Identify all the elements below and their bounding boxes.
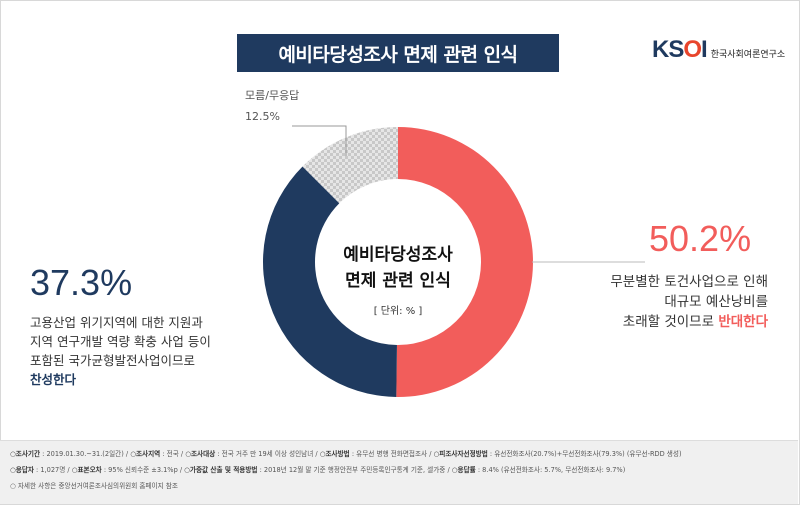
dontknow-value: 12.5%: [245, 110, 280, 123]
oppose-slice: [396, 127, 533, 397]
footer-key: ○피조사자선정방법: [433, 450, 488, 458]
footer-value: : 95% 신뢰수준 ±3.1%p /: [101, 466, 185, 474]
footer-value: : 전국 거주 만 19세 이상 성인남녀 /: [215, 450, 320, 458]
unit-label: [ 단위: % ]: [374, 304, 423, 317]
support-desc-emphasis: 찬성한다: [30, 372, 77, 387]
logo-text: 한국사회여론연구소: [710, 49, 786, 60]
support-desc-line1: 고용산업 위기지역에 대한 지원과: [30, 315, 203, 330]
center-title-line1: 예비타당성조사: [343, 245, 453, 265]
footer-key: ○조사방법: [319, 450, 350, 458]
logo-mark: KSOI: [652, 36, 708, 63]
footer-row-3: ○ 자세한 사항은 중앙선거여론조사심의위원회 홈페이지 참조: [10, 482, 178, 490]
footer-row-2: ○응답자 : 1,027명 / ○표본오차 : 95% 신뢰수준 ±3.1%p …: [10, 464, 625, 474]
oppose-desc-line1: 무분별한 토건사업으로 인해: [610, 274, 768, 290]
dontknow-slice: [302, 127, 398, 204]
oppose-desc-line2: 대규모 예산낭비를: [664, 294, 768, 310]
footer-key: ○조사대상: [185, 450, 216, 458]
footer-key: ○조사지역: [130, 450, 161, 458]
footer-value: : 전국 /: [160, 450, 186, 458]
footer-value: : 유선전화조사(20.7%)+무선전화조사(79.3%) (유무선-RDD 생…: [487, 450, 682, 458]
callout-leader-line: [292, 125, 347, 156]
support-percent: 37.3%: [30, 262, 133, 303]
footer-row-1: ○조사기간 : 2019.01.30.~31.(2일간) / ○조사지역 : 전…: [10, 448, 682, 458]
ksoi-logo: KSOI 한국사회여론연구소: [652, 36, 785, 64]
footer-key: ○응답률: [451, 466, 476, 474]
footer-value: : 1,027명 /: [33, 466, 72, 474]
oppose-desc-line3-text: 초래할 것이므로: [622, 314, 719, 330]
footer-value: : 2019.01.30.~31.(2일간) /: [40, 450, 131, 458]
footer-value: : 8.4% (유선전화조사: 5.7%, 무선전화조사: 9.7%): [475, 466, 626, 474]
footer-key: ○조사기간: [10, 450, 41, 458]
dontknow-label: 모름/무응답: [245, 89, 300, 102]
footer-value: : 유무선 병행 전화면접조사 /: [349, 450, 434, 458]
support-slice: [262, 166, 397, 397]
support-description: 고용산업 위기지역에 대한 지원과 지역 연구개발 역량 확충 사업 등이 포함…: [30, 313, 280, 389]
oppose-desc-line3: 초래할 것이므로 반대한다: [528, 312, 768, 332]
oppose-description: 무분별한 토건사업으로 인해 대규모 예산낭비를 초래할 것이므로 반대한다: [528, 272, 768, 332]
footer-key: ○가중값 산출 및 적용방법: [184, 466, 258, 474]
center-title-line2: 면제 관련 인식: [345, 271, 451, 291]
page-title: 예비타당성조사 면제 관련 인식: [237, 34, 559, 72]
support-desc-line3: 포함된 국가균형발전사업이므로: [30, 353, 195, 368]
survey-footer: ○조사기간 : 2019.01.30.~31.(2일간) / ○조사지역 : 전…: [0, 440, 798, 504]
footer-key: ○응답자: [10, 466, 34, 474]
footer-note: 자세한 사항은 중앙선거여론조사심의위원회 홈페이지 참조: [17, 482, 178, 490]
oppose-percent: 50.2%: [649, 218, 752, 259]
support-desc-line2: 지역 연구개발 역량 확충 사업 등이: [30, 334, 211, 349]
footer-value: : 2018년 12월 말 기준 행정안전부 주민등록인구통계 기준, 셀가중 …: [257, 466, 452, 474]
footer-key: ○표본오차: [71, 466, 102, 474]
oppose-desc-emphasis: 반대한다: [718, 314, 768, 330]
